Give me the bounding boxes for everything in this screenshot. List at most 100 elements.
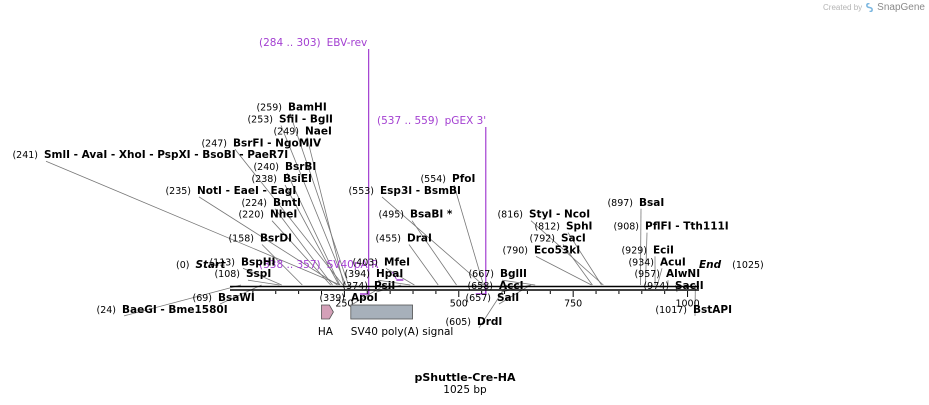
enzyme-name: PsiI	[374, 280, 395, 292]
cut-site-line	[501, 279, 536, 286]
enzyme-label: (792) SacI	[529, 233, 585, 245]
enzyme-label: (259) BamHI	[256, 102, 326, 114]
enzyme-name: BsaBI *	[410, 209, 453, 221]
enzyme-name: EciI	[653, 244, 674, 256]
enzyme-position: (224)	[241, 198, 267, 209]
enzyme-position: (792)	[529, 234, 555, 245]
enzyme-position: (247)	[201, 138, 227, 149]
enzyme-label: (24) BaeGI - Bme1580I	[96, 304, 227, 316]
cut-site-line	[247, 279, 280, 286]
enzyme-position: (974)	[643, 281, 669, 292]
enzyme-position: (908)	[613, 222, 639, 233]
enzyme-name: SacI	[561, 233, 586, 245]
sequence-backbone	[230, 285, 699, 291]
start-label: (0) Start	[176, 259, 226, 271]
enzyme-label: (790) Eco53kI	[502, 244, 580, 256]
enzyme-name: Esp3I - BsmBI	[380, 185, 461, 197]
enzyme-position: (554)	[420, 174, 446, 185]
enzyme-position: (113)	[209, 257, 235, 268]
cut-site-line	[286, 172, 341, 286]
enzyme-position: (790)	[502, 245, 528, 256]
enzyme-name: Eco53kI	[534, 244, 580, 256]
enzyme-position: (667)	[468, 269, 494, 280]
cut-site-line	[645, 232, 648, 286]
enzyme-label: (253) SfiI - BglI	[247, 114, 333, 126]
cut-site-line	[530, 220, 604, 286]
ruler-tick-label: 500	[450, 298, 468, 309]
enzyme-label: (247) BsrFI - NgoMIV	[201, 137, 322, 149]
snapgene-logo-icon	[866, 3, 874, 12]
enzyme-label: (394) HpaI	[344, 268, 403, 280]
enzyme-position: (394)	[344, 269, 370, 280]
enzyme-label: (69) BsaWI	[192, 292, 254, 304]
primer-label: (284 .. 303) EBV-rev	[259, 37, 367, 49]
primer-leader	[391, 271, 397, 280]
enzyme-position: (374)	[342, 281, 368, 292]
cut-site-line	[219, 284, 262, 305]
enzyme-name: HpaI	[376, 268, 403, 280]
enzyme-position: (69)	[192, 293, 212, 304]
enzyme-name: NaeI	[305, 125, 332, 137]
enzyme-label: (816) StyI - NcoI	[497, 209, 590, 221]
enzyme-name: AlwNI	[666, 268, 700, 280]
enzyme-name: SphI	[566, 221, 592, 233]
cut-site-line	[411, 220, 457, 286]
watermark-created-by: Created by	[823, 3, 863, 12]
feature-ha-arrow[interactable]	[321, 304, 334, 320]
primer-name: pGEX 3'	[445, 115, 487, 127]
feature-label: SV40 poly(A) signal	[351, 326, 454, 338]
enzyme-label: (249) NaeI	[273, 125, 331, 137]
cut-site-line	[289, 113, 349, 286]
enzyme-name: BamHI	[288, 102, 327, 114]
enzyme-position: (605)	[445, 317, 471, 328]
enzyme-position: (957)	[634, 269, 660, 280]
cut-site-line	[562, 244, 593, 286]
enzyme-position: (240)	[253, 162, 279, 173]
map-length: 1025 bp	[443, 384, 487, 396]
cut-site-line	[385, 267, 415, 286]
cut-site-line	[377, 279, 411, 286]
enzyme-label: (908) PflFI - Tth111I	[613, 221, 728, 233]
enzyme-name: BsiEI	[283, 173, 312, 185]
enzyme-position: (235)	[165, 186, 191, 197]
enzyme-name: SfiI - BglI	[279, 114, 333, 126]
enzyme-name: SacII	[675, 280, 704, 292]
enzyme-label: (220) NheI	[238, 209, 297, 221]
enzyme-name: SspI	[246, 268, 271, 280]
ruler-ticks: 250 500 750 1000	[252, 291, 700, 309]
enzyme-label: (658) AccI	[467, 280, 523, 292]
enzyme-position: (897)	[607, 198, 633, 209]
enzyme-name: MfeI	[384, 256, 410, 268]
cut-site-line	[242, 267, 282, 286]
enzyme-label: (455) DraI	[375, 233, 431, 245]
enzyme-name: DraI	[407, 233, 432, 245]
cut-site-line	[408, 244, 439, 286]
primer-label: (338 .. 357) SV40pA-R	[259, 259, 379, 271]
primer-range: (537 .. 559)	[377, 115, 439, 127]
ruler-tick-label: 750	[564, 298, 582, 309]
enzyme-label: (158) BsrDI	[228, 233, 292, 245]
enzyme-name: BaeGI - Bme1580I	[122, 304, 228, 316]
cut-site-line	[45, 160, 341, 286]
enzyme-name: PfoI	[452, 173, 475, 185]
enzyme-name: AcuI	[660, 256, 686, 268]
enzyme-name: BsrFI - NgoMIV	[233, 137, 322, 149]
feature-sv40-box[interactable]	[350, 304, 413, 320]
enzyme-position: (158)	[228, 234, 254, 245]
feature-label: HA	[318, 326, 334, 338]
enzyme-label: (667) BglII	[468, 268, 526, 280]
cut-site-line	[280, 125, 347, 286]
enzyme-name: StyI - NcoI	[529, 209, 590, 221]
primer-label: (537 .. 559) pGEX 3'	[377, 115, 486, 127]
feature-track: HA SV40 poly(A) signal	[318, 304, 454, 338]
primer-group: (284 .. 303) EBV-rev (537 .. 559) pGEX 3' (3…	[259, 37, 487, 295]
enzyme-label: (224) BmtI	[241, 197, 300, 209]
enzyme-name: BsrBI	[285, 161, 316, 173]
enzyme-label: (897) BsaI	[607, 197, 664, 209]
end-label: End (1025)	[699, 259, 764, 271]
enzyme-position: (220)	[238, 210, 264, 221]
enzyme-label: (339) ApoI	[319, 292, 377, 304]
enzyme-position: (934)	[628, 257, 654, 268]
enzyme-position: (495)	[378, 210, 404, 221]
ruler-tick-label: 250	[335, 298, 353, 309]
